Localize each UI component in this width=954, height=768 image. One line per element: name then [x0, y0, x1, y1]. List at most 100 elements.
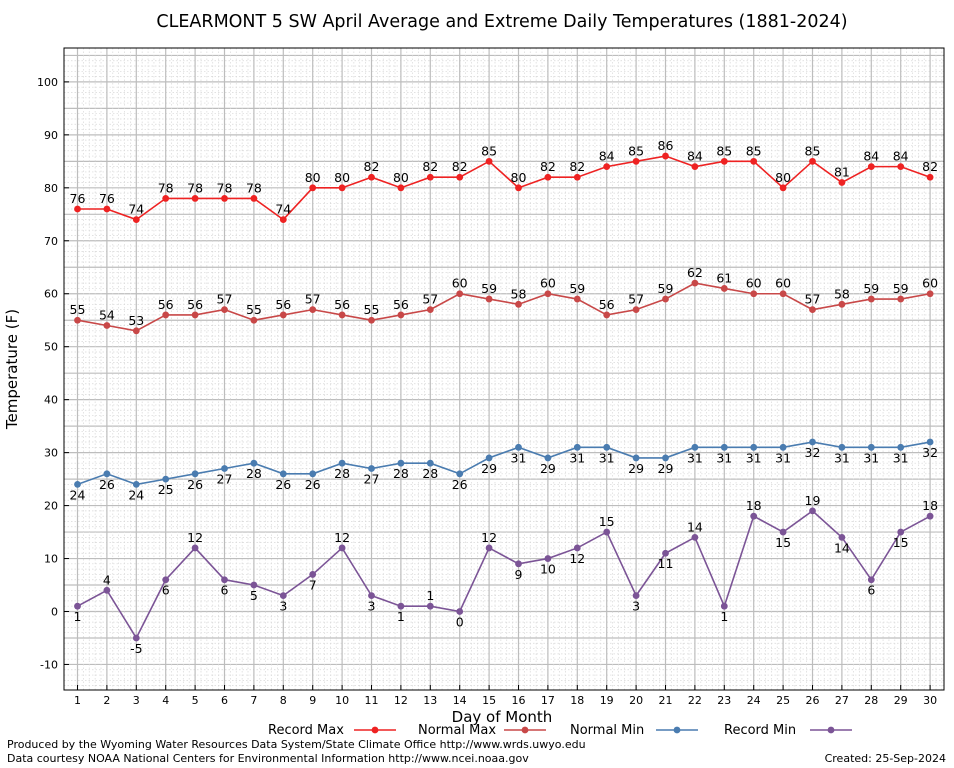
normal-min-value-label: 26: [187, 477, 203, 492]
x-tick-label: 11: [365, 694, 379, 707]
record-max-point: [662, 152, 669, 160]
record-max-point: [368, 173, 375, 181]
record-min-value-label: 6: [221, 583, 229, 598]
normal-min-point: [132, 480, 140, 488]
normal-min-point: [662, 454, 669, 462]
record-min-value-label: 0: [456, 615, 464, 630]
normal-max-point: [426, 306, 434, 314]
record-max-point: [485, 157, 493, 165]
normal-min-value-label: 26: [305, 477, 321, 492]
normal-min-point: [750, 443, 758, 451]
legend: Record Max Normal Max Normal Min Record Min: [268, 723, 852, 738]
record-min-value-label: 11: [658, 556, 674, 571]
y-tick-label: 50: [44, 341, 58, 354]
y-tick-label: 60: [44, 288, 58, 301]
record-min-value-label: 18: [746, 498, 762, 513]
normal-max-value-label: 55: [246, 302, 262, 317]
chart-title: CLEARMONT 5 SW April Average and Extreme…: [156, 12, 847, 32]
normal-max-value-label: 54: [99, 308, 115, 323]
normal-max-point: [221, 306, 228, 314]
grid: [64, 48, 944, 690]
record-max-value-label: 85: [746, 143, 762, 158]
normal-min-value-label: 31: [775, 450, 791, 465]
record-min-point: [720, 602, 728, 610]
normal-max-point: [838, 300, 846, 308]
record-max-value-label: 85: [716, 143, 732, 158]
normal-min-point: [720, 443, 728, 451]
x-tick-label: 16: [512, 694, 526, 707]
legend-label: Record Max: [268, 723, 344, 738]
x-tick-label: 14: [453, 694, 467, 707]
record-min-point: [515, 560, 522, 568]
normal-max-value-label: 57: [422, 292, 438, 307]
record-max-point: [279, 216, 287, 223]
normal-min-point: [162, 475, 170, 483]
normal-max-value-label: 59: [863, 281, 879, 296]
record-max-value-label: 80: [305, 170, 321, 185]
normal-min-value-label: 28: [246, 466, 262, 481]
record-min-point: [926, 512, 934, 520]
normal-max-point: [632, 306, 640, 314]
normal-max-value-label: 58: [834, 286, 850, 301]
y-tick-label: -10: [40, 658, 58, 671]
y-tick-label: 30: [44, 447, 58, 460]
normal-min-value-label: 31: [746, 450, 762, 465]
normal-min-value-label: 29: [540, 461, 556, 476]
record-max-value-label: 78: [158, 180, 174, 195]
record-max-point: [632, 157, 640, 165]
record-max-point: [132, 216, 140, 223]
x-tick-label: 22: [688, 694, 702, 707]
record-min-point: [397, 602, 405, 610]
record-min-point: [74, 602, 81, 610]
record-max-value-label: 84: [687, 149, 703, 164]
record-min-value-label: 15: [775, 535, 791, 550]
legend-marker: [673, 726, 681, 734]
record-min-point: [867, 576, 875, 584]
record-max-point: [162, 195, 170, 202]
normal-max-value-label: 56: [599, 297, 615, 312]
record-max-value-label: 84: [893, 149, 909, 164]
normal-min-point: [191, 470, 199, 478]
normal-min-point: [779, 443, 787, 451]
x-tick-label: 1: [74, 694, 81, 707]
normal-min-value-label: 26: [275, 477, 291, 492]
normal-max-point: [309, 306, 317, 314]
x-tick-label: 12: [394, 694, 408, 707]
normal-min-point: [397, 459, 405, 467]
record-max-point: [74, 205, 81, 213]
legend-item-normal-max: Normal Max: [418, 723, 546, 738]
record-min-point: [485, 544, 493, 552]
normal-min-value-label: 31: [893, 450, 909, 465]
normal-max-value-label: 60: [922, 276, 938, 291]
record-min-point: [132, 634, 140, 642]
record-min-value-label: 15: [893, 535, 909, 550]
record-min-point: [662, 549, 669, 557]
x-tick-label: 17: [541, 694, 555, 707]
record-max-value-label: 82: [569, 159, 585, 174]
normal-max-point: [250, 316, 258, 324]
x-tick-label: 6: [221, 694, 228, 707]
normal-max-value-label: 57: [628, 292, 644, 307]
record-max-value-label: 80: [334, 170, 350, 185]
record-min-value-label: 12: [569, 551, 585, 566]
normal-max-value-label: 60: [746, 276, 762, 291]
normal-max-point: [662, 295, 669, 303]
normal-min-value-label: 27: [217, 472, 233, 487]
record-max-value-label: 76: [99, 191, 115, 206]
normal-max-value-label: 56: [393, 297, 409, 312]
normal-max-point: [103, 322, 111, 329]
record-max-value-label: 80: [393, 170, 409, 185]
normal-min-point: [456, 470, 464, 478]
normal-max-value-label: 53: [128, 313, 144, 328]
record-min-point: [338, 544, 346, 552]
record-min-value-label: 6: [867, 583, 875, 598]
record-min-point: [544, 555, 552, 562]
record-min-point: [691, 533, 699, 541]
normal-max-point: [897, 295, 905, 303]
record-max-point: [926, 173, 934, 181]
record-max-point: [397, 184, 405, 192]
record-min-point: [573, 544, 581, 552]
record-max-point: [456, 173, 464, 181]
